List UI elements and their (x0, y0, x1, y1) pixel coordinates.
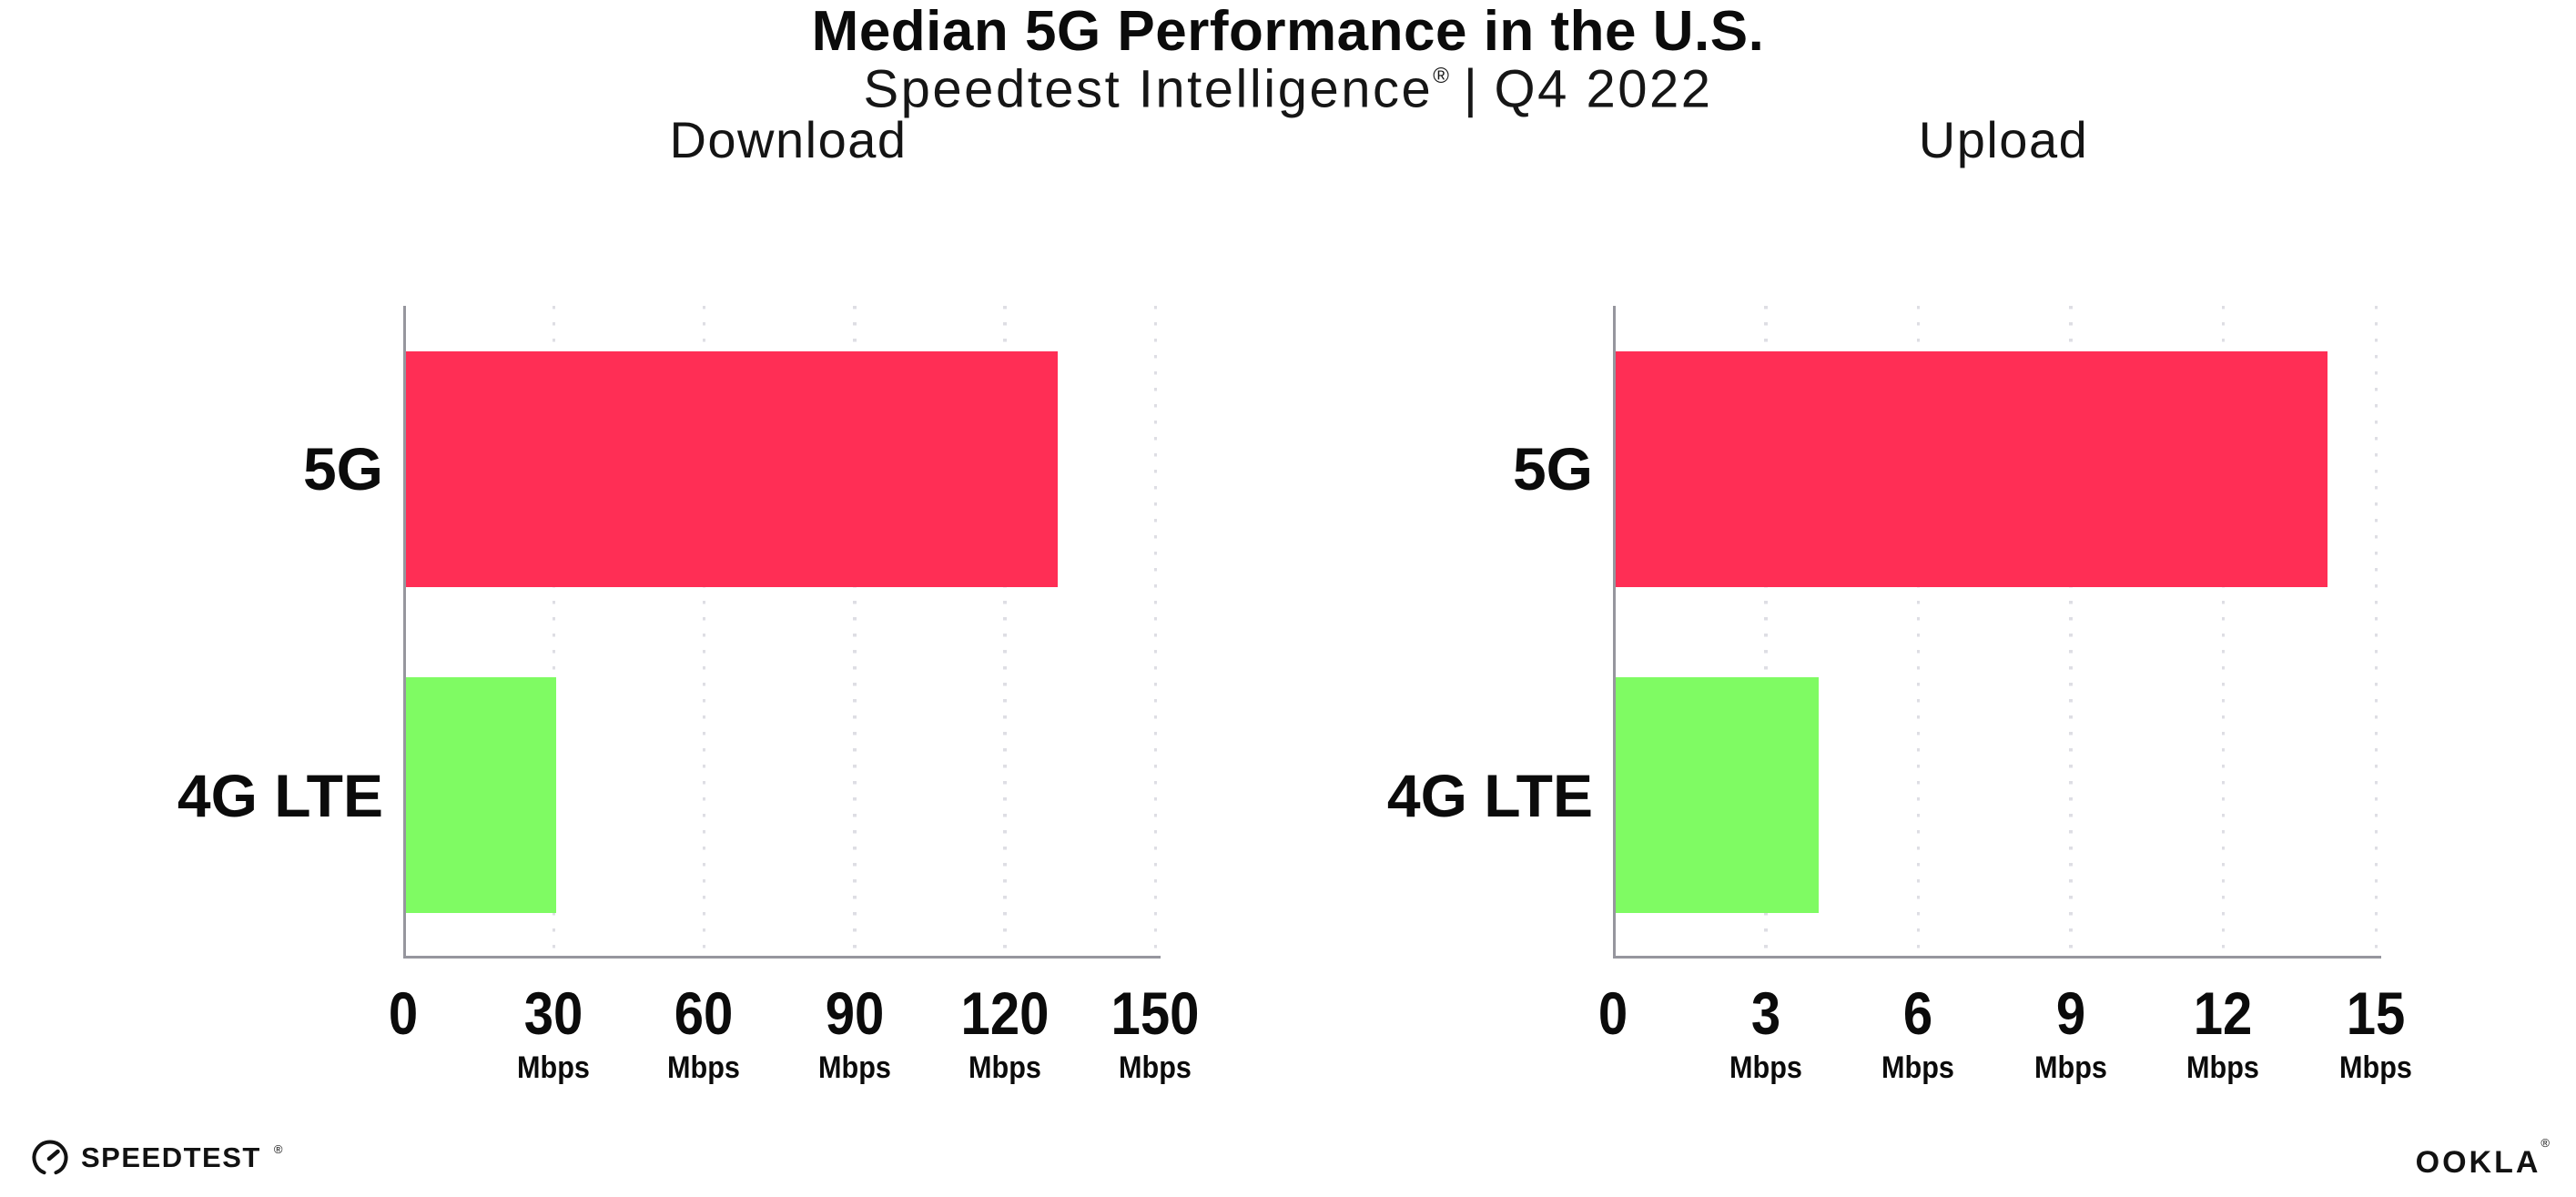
subtitle-brand: Speedtest Intelligence (863, 59, 1434, 119)
download-chart-title: Download (669, 111, 908, 168)
bar-4g-lte (406, 677, 557, 913)
x-tick-unit-label: Mbps (517, 1050, 591, 1085)
x-tick-unit-label: Mbps (2186, 1050, 2260, 1085)
gridline-15 (2374, 306, 2378, 956)
x-axis-line (403, 956, 1161, 959)
y-axis-line (403, 306, 406, 959)
x-tick-label-6: 6 (1903, 979, 1933, 1047)
x-axis-line (1613, 956, 2381, 959)
upload-plot-area (1613, 306, 2394, 959)
x-tick-label-150: 150 (1111, 979, 1200, 1047)
ookla-registered-mark: ® (2541, 1136, 2552, 1150)
bar-5g (1616, 351, 2328, 587)
speedtest-logo: SPEEDTEST ® (32, 1140, 282, 1176)
category-label-5g: 5G (1512, 435, 1593, 502)
bar-4g-lte (1616, 677, 1820, 913)
x-tick-unit-label: Mbps (2033, 1050, 2107, 1085)
x-tick-unit-label: Mbps (1881, 1050, 1955, 1085)
x-tick-unit-label: Mbps (2339, 1050, 2412, 1085)
x-tick-label-60: 60 (674, 979, 734, 1047)
y-axis-line (1613, 306, 1616, 959)
gridline-60 (702, 306, 706, 956)
x-tick-label-12: 12 (2194, 979, 2253, 1047)
bar-5g (406, 351, 1058, 587)
x-tick-unit-label: Mbps (1119, 1050, 1192, 1085)
speedtest-registered-mark: ® (273, 1141, 283, 1156)
page-title: Median 5G Performance in the U.S. (811, 0, 1765, 63)
x-tick-label-120: 120 (960, 979, 1050, 1047)
ookla-wordmark: OOKLA (2415, 1145, 2541, 1180)
ookla-logo: OOKLA ® (2415, 1136, 2552, 1181)
gridline-6 (1916, 306, 1921, 956)
gridline-3 (1764, 306, 1768, 956)
upload-chart-title: Upload (1918, 111, 2089, 168)
speedtest-gauge-icon (32, 1140, 68, 1175)
x-tick-unit-label: Mbps (1729, 1050, 1802, 1085)
registered-mark: ® (1433, 64, 1449, 88)
gridline-120 (1003, 306, 1007, 956)
subtitle-separator: | (1463, 59, 1480, 119)
category-label-4g-lte: 4G LTE (177, 762, 383, 829)
x-tick-label-30: 30 (523, 979, 583, 1047)
x-tick-unit-label: Mbps (667, 1050, 741, 1085)
page-subtitle: Speedtest Intelligence® | Q4 2022 (287, 53, 2289, 118)
x-tick-label-90: 90 (825, 979, 884, 1047)
x-tick-label-15: 15 (2346, 979, 2406, 1047)
gridline-9 (2069, 306, 2073, 956)
gridline-90 (853, 306, 857, 956)
subtitle-period: Q4 2022 (1494, 59, 1713, 119)
x-tick-unit-label: Mbps (968, 1050, 1041, 1085)
gridline-12 (2221, 306, 2226, 956)
download-plot-area (403, 306, 1173, 959)
gridline-150 (1153, 306, 1157, 956)
category-label-5g: 5G (302, 435, 383, 502)
x-tick-label-0: 0 (388, 979, 419, 1047)
speedtest-wordmark: SPEEDTEST (81, 1141, 261, 1173)
x-tick-label-0: 0 (1597, 979, 1628, 1047)
x-tick-unit-label: Mbps (817, 1050, 891, 1085)
gridline-30 (552, 306, 556, 956)
category-label-4g-lte: 4G LTE (1386, 762, 1593, 829)
x-tick-label-3: 3 (1750, 979, 1780, 1047)
x-tick-label-9: 9 (2055, 979, 2085, 1047)
